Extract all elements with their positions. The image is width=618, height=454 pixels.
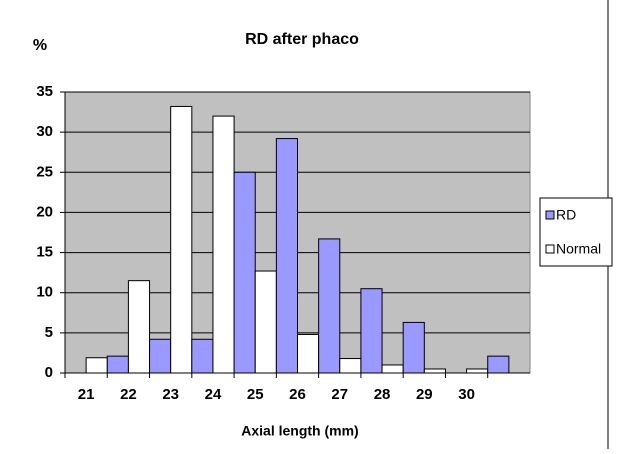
y-axis-title: %: [33, 37, 47, 54]
chart-title: RD after phaco: [245, 31, 359, 48]
bar: [127, 280, 151, 374]
x-axis-title: Axial length (mm): [241, 423, 358, 439]
bar: [381, 364, 404, 374]
legend-swatch: [545, 244, 555, 254]
bar: [487, 355, 510, 374]
bar: [106, 355, 129, 374]
y-tick-label: 15: [36, 244, 53, 261]
x-tick-label: 30: [458, 386, 475, 403]
legend-label: RD: [556, 207, 576, 223]
bar: [254, 270, 277, 374]
bar: [360, 288, 383, 374]
x-tick-label: 23: [162, 386, 179, 403]
y-tick-label: 35: [36, 83, 53, 100]
x-tick-label: 29: [416, 386, 433, 403]
x-tick-label: 26: [289, 386, 306, 403]
y-tick-label: 20: [36, 203, 53, 220]
bar: [170, 105, 193, 374]
x-tick-label: 24: [205, 386, 222, 403]
y-tick-label: 30: [36, 123, 53, 140]
legend-box: [539, 197, 613, 267]
bar: [191, 338, 214, 374]
y-tick-label: 0: [45, 364, 53, 381]
bar: [402, 321, 425, 374]
bar: [423, 368, 446, 374]
legend-label: Normal: [556, 241, 601, 257]
x-tick-label: 21: [78, 386, 95, 403]
bar: [318, 238, 341, 374]
bar: [339, 358, 362, 374]
bar: [149, 338, 172, 374]
legend-swatch: [545, 210, 555, 220]
y-tick-label: 5: [45, 324, 53, 341]
y-tick-label: 10: [36, 284, 53, 301]
bar: [466, 368, 489, 374]
x-tick-label: 27: [331, 386, 348, 403]
bar: [212, 115, 235, 374]
bar: [85, 357, 108, 374]
bar: [297, 333, 320, 374]
bar: [233, 171, 256, 374]
x-tick-label: 22: [120, 386, 137, 403]
x-tick-label: 28: [374, 386, 391, 403]
bar: [275, 138, 299, 374]
x-tick-label: 25: [247, 386, 264, 403]
y-tick-label: 25: [36, 163, 53, 180]
